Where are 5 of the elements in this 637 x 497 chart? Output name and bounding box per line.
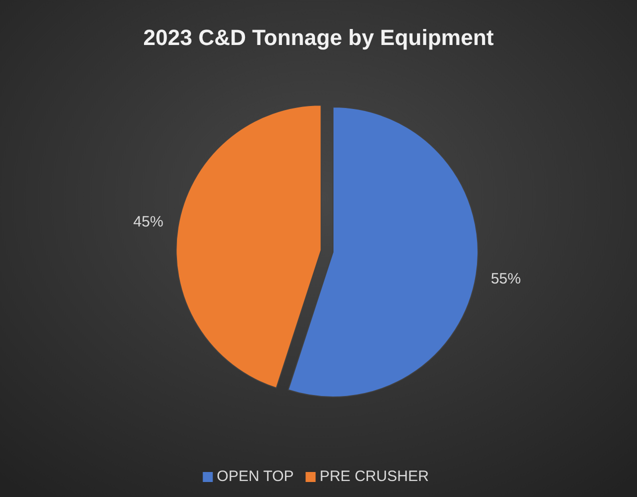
- data-label: 45%: [133, 214, 164, 231]
- slice-label: OPEN TOP: [216, 468, 294, 485]
- data-label: 55%: [490, 270, 521, 288]
- chart-title: 2023 C&D Tonnage by Equipment: [143, 25, 494, 50]
- legend-label: PRE CRUSHER: [320, 468, 429, 485]
